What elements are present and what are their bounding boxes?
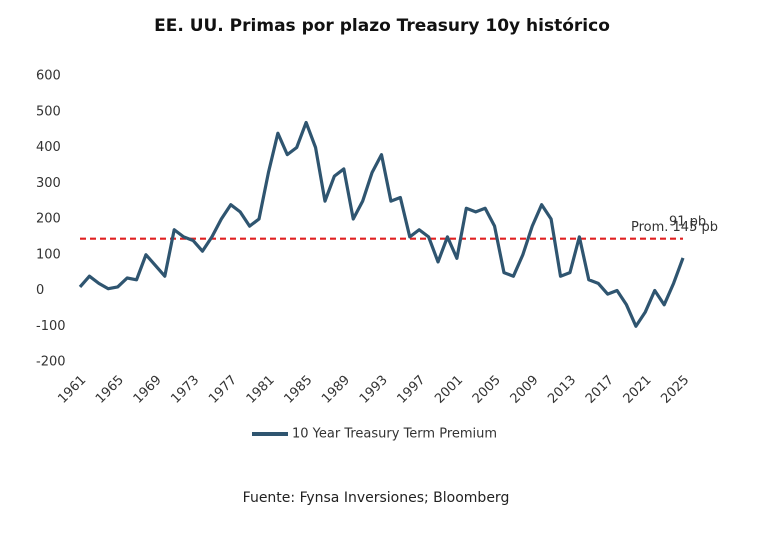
x-tick-label: 1965 — [93, 373, 127, 407]
x-tick-label: 1973 — [168, 373, 202, 407]
y-tick-label: -200 — [36, 355, 66, 370]
y-tick-label: 400 — [36, 140, 61, 155]
x-tick-label: 2005 — [470, 373, 504, 407]
source: Fuente: Fynsa Inversiones; Bloomberg — [243, 490, 510, 506]
y-tick-label: 600 — [36, 69, 61, 84]
x-tick-label: 2017 — [583, 373, 617, 407]
x-tick-label: 1977 — [206, 373, 240, 407]
legend-label: 10 Year Treasury Term Premium — [292, 427, 497, 442]
value-label: 91 pb — [669, 214, 706, 229]
y-tick-label: 100 — [36, 247, 61, 262]
y-tick-label: -100 — [36, 319, 66, 334]
x-tick-label: 2021 — [621, 373, 655, 407]
x-tick-label: 1997 — [394, 373, 428, 407]
x-tick-label: 1989 — [319, 373, 353, 407]
y-tick-label: 0 — [36, 283, 44, 298]
x-tick-label: 1985 — [281, 373, 315, 407]
x-tick-label: 1993 — [357, 373, 391, 407]
x-tick-label: 1969 — [131, 373, 165, 407]
x-tick-label: 2013 — [545, 373, 579, 407]
reference-label: Prom. 145 pb — [631, 220, 718, 235]
x-tick-label: 2001 — [432, 373, 466, 407]
chart-title: EE. UU. Primas por plazo Treasury 10y hi… — [154, 16, 610, 36]
line — [78, 120, 685, 328]
y-tick-label: 500 — [36, 104, 61, 119]
y-tick-label: 300 — [36, 176, 61, 191]
x-tick-label: 2009 — [508, 373, 542, 407]
x-tick-label: 1981 — [244, 373, 278, 407]
y-tick-label: 200 — [36, 212, 61, 227]
x-tick-label: 1961 — [55, 373, 89, 407]
x-tick-label: 2025 — [658, 373, 692, 407]
